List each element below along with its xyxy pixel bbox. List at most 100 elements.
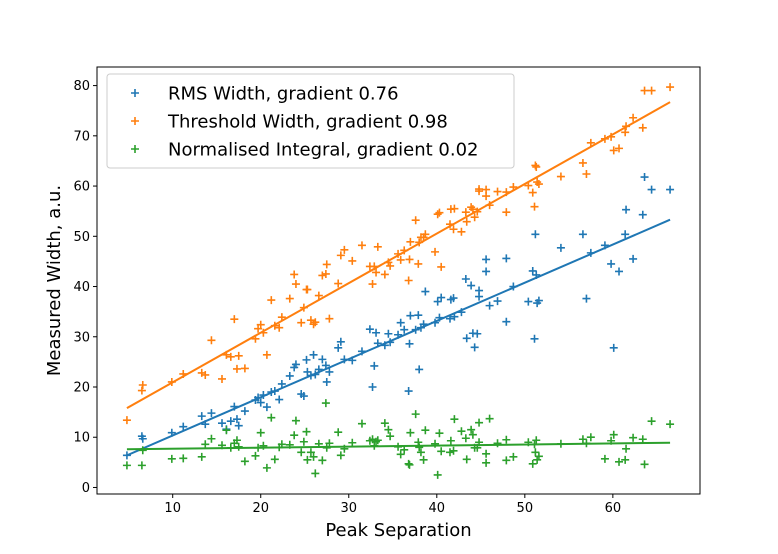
data-point [405,339,414,348]
data-point [530,334,539,343]
data-point [122,461,131,470]
data-point [467,425,476,434]
data-point [493,297,502,306]
data-point [437,447,446,456]
x-axis: 10 20 30 40 50 60 [164,494,621,516]
x-axis-label: Peak Separation [325,520,471,541]
data-point [449,446,458,455]
data-point [461,434,470,443]
data-point [415,443,424,452]
data-point [607,259,616,268]
data-point [138,380,147,389]
data-point [411,216,420,225]
data-point [226,417,235,426]
data-point [256,320,265,329]
data-point [556,172,565,181]
data-point [406,237,415,246]
data-point [277,379,286,388]
data-point [482,449,491,458]
data-point [275,323,284,332]
data-point [267,413,276,422]
data-point [285,294,294,303]
data-point [267,296,276,305]
data-point [531,448,540,457]
data-point [297,448,306,457]
data-point [533,455,542,464]
data-point [640,86,649,95]
data-point [396,255,405,264]
data-point [461,208,470,217]
data-point [621,230,630,239]
data-point [226,352,235,361]
data-point [629,254,638,263]
legend-marker [131,117,139,125]
data-point [582,294,591,303]
data-point [532,162,541,171]
data-point [493,187,502,196]
data-point [201,440,210,449]
y-tick-label: 0 [82,481,90,496]
data-point [528,266,537,275]
data-point [299,392,308,401]
data-point [137,461,146,470]
data-point [218,374,227,383]
data-point [400,445,409,454]
data-point [234,421,243,430]
data-point [197,452,206,461]
data-point [622,444,631,453]
data-point [435,429,444,438]
data-point [321,399,330,408]
data-point [462,334,471,343]
data-point [138,446,147,455]
data-point [234,442,243,451]
data-point [524,297,533,306]
data-point [386,261,395,270]
data-point [348,256,357,265]
data-point [457,427,466,436]
data-point [502,435,511,444]
data-point [336,451,345,460]
data-point [232,415,241,424]
data-point [416,448,425,457]
data-point [470,213,479,222]
data-point [638,210,647,219]
data-point [322,260,331,269]
fit-line [126,441,671,451]
data-point [380,270,389,279]
y-tick-label: 60 [73,180,90,195]
data-point [461,274,470,283]
data-point [303,285,312,294]
x-tick-label: 30 [340,501,357,516]
data-point [321,269,330,278]
data-point [138,434,147,443]
data-point [485,301,494,310]
data-point [475,187,484,196]
data-point [609,430,618,439]
data-point [384,425,393,434]
data-point [179,422,188,431]
data-point [421,426,430,435]
data-point [468,205,477,214]
data-point [357,241,366,250]
data-point [256,398,265,407]
data-point [502,254,511,263]
data-point [179,454,188,463]
y-axis-label: Measured Width, a.u. [44,185,65,376]
data-point [482,192,491,201]
data-point [254,324,263,333]
data-point [502,208,511,217]
data-point [302,355,311,364]
data-point [372,268,381,277]
data-point [201,370,210,379]
data-point [666,83,675,92]
data-point [336,337,345,346]
data-point [137,386,146,395]
data-point [450,415,459,424]
data-point [437,262,446,271]
data-point [600,454,609,463]
data-point [334,428,343,437]
data-point [334,279,343,288]
data-point [449,225,458,234]
y-tick-label: 20 [73,380,90,395]
data-point [414,311,423,320]
